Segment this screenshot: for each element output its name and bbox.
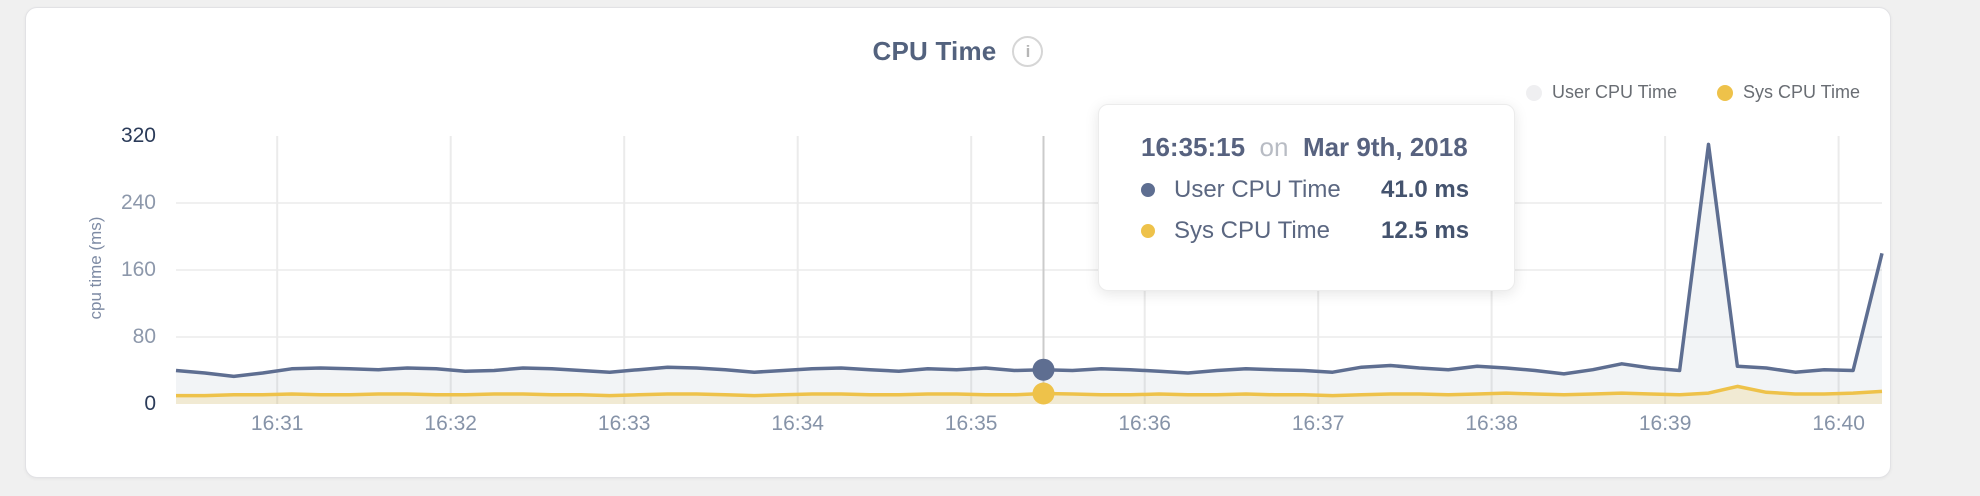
tooltip-date-text: Mar 9th, 2018 (1302, 132, 1468, 162)
legend-user-dot-icon (1525, 84, 1542, 101)
hover-sys-dot[interactable] (1032, 382, 1055, 405)
tooltip-user-value: 41.0 ms (1381, 176, 1470, 203)
legend-item-sys-cpu-time[interactable]: Sys CPU Time (1716, 82, 1860, 103)
legend-user-label: User CPU Time (1551, 82, 1677, 102)
y-tick-label: 80 (132, 325, 156, 348)
x-tick-label: 16:40 (1812, 412, 1865, 435)
tooltip-sys-value: 12.5 ms (1381, 217, 1470, 244)
x-tick-label: 16:35 (944, 412, 998, 435)
tooltip-row-sys: Sys CPU Time 12.5 ms (1141, 217, 1484, 245)
legend-sys-dot-icon (1716, 84, 1733, 101)
y-tick-label: 160 (120, 258, 156, 281)
plot-svg[interactable] (175, 136, 1884, 405)
chart-title: CPU Time (872, 36, 997, 66)
tooltip-title: 16:35:15 on Mar 9th, 2018 (1141, 132, 1484, 163)
x-tick-label: 16:34 (771, 412, 824, 435)
chart-area: cpu time (ms) 320 240 160 80 0 16:31 16:32 16:3… (26, 8, 1890, 477)
sys-line[interactable] (176, 384, 1883, 398)
tooltip-date (1296, 132, 1303, 162)
plot-region[interactable] (175, 136, 1884, 405)
hover-marker (1032, 136, 1055, 405)
tooltip-on: on (1259, 132, 1289, 162)
tooltip-sys-dot-icon (1141, 224, 1155, 238)
x-tick-label: 16:38 (1465, 412, 1518, 435)
x-tick-label: 16:33 (597, 412, 651, 435)
y-tick-label: 0 (144, 392, 156, 415)
info-icon[interactable]: i (1012, 36, 1044, 67)
legend-sys-label: Sys CPU Time (1742, 82, 1860, 102)
hover-user-dot[interactable] (1032, 358, 1055, 381)
legend: User CPU Time Sys CPU Time (1525, 82, 1860, 103)
tooltip-user-label: User CPU Time (1174, 176, 1341, 203)
x-tick-label: 16:36 (1118, 412, 1171, 435)
x-tick-label: 16:37 (1291, 412, 1345, 435)
y-tick-label: 240 (120, 191, 156, 214)
tooltip-time: 16:35:15 (1141, 132, 1246, 162)
x-tick-label: 16:32 (424, 412, 477, 435)
chart-header: CPU Time i (26, 36, 1890, 67)
y-tick-label: 320 (120, 124, 156, 147)
x-tick-label: 16:39 (1638, 412, 1692, 435)
tooltip-row-user: User CPU Time 41.0 ms (1141, 176, 1484, 204)
x-tick-label: 16:31 (250, 412, 304, 435)
tooltip-user-dot-icon (1141, 183, 1155, 197)
tooltip-sys-label: Sys CPU Time (1174, 217, 1331, 244)
chart-card: CPU Time i User CPU Time Sys CPU Time cp… (25, 7, 1891, 478)
tooltip-conjunction (1252, 132, 1259, 162)
user-line[interactable] (175, 142, 1884, 379)
hover-tooltip: 16:35:15 on Mar 9th, 2018 User CPU Time … (1098, 104, 1515, 291)
legend-item-user-cpu-time[interactable]: User CPU Time (1525, 82, 1677, 103)
